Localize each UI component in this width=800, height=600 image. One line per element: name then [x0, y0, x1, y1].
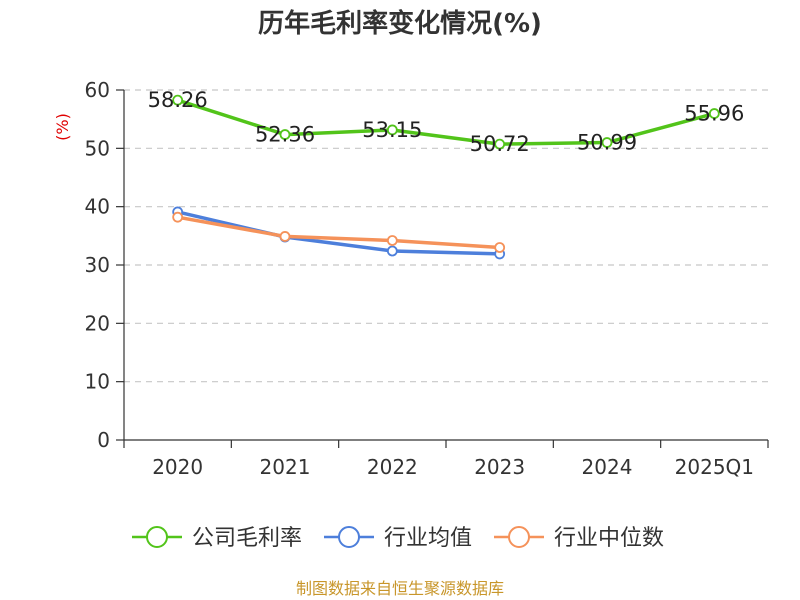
source-note: 制图数据来自恒生聚源数据库 [296, 579, 504, 598]
chart-title: 历年毛利率变化情况(%) [258, 8, 542, 39]
grid [124, 89, 768, 383]
legend-item[interactable]: 公司毛利率 [132, 526, 302, 551]
legend-marker-icon [338, 526, 360, 548]
data-label: 55.96 [684, 102, 744, 126]
y-axis-unit: (%) [53, 113, 72, 141]
x-tick-label: 2022 [367, 455, 418, 479]
y-tick-label: 20 [85, 311, 110, 335]
data-point [494, 242, 506, 253]
series-line [175, 98, 717, 146]
x-tick-label: 2023 [474, 455, 525, 479]
data-point [708, 108, 720, 119]
data-label: 53.15 [362, 118, 422, 142]
data-point [279, 129, 291, 140]
data-label: 58.26 [148, 88, 208, 112]
data-labels: 58.26 52.36 53.15 50.72 50.99 55.96 [148, 88, 745, 156]
axes: 0 10 20 30 40 50 60 2020 2021 2022 2023 2024 2025Q1 [85, 78, 769, 479]
legend-item[interactable]: 行业均值 [324, 526, 472, 551]
y-tick-label: 40 [85, 195, 110, 219]
legend-label: 公司毛利率 [192, 526, 302, 551]
data-point [386, 245, 398, 257]
legend-marker-icon [508, 526, 530, 548]
series [172, 94, 720, 260]
x-tick-label: 2025Q1 [675, 455, 754, 479]
y-tick-label: 0 [97, 428, 110, 452]
data-point [494, 138, 506, 150]
legend-item[interactable]: 行业中位数 [494, 526, 664, 551]
legend-marker-icon [146, 526, 168, 548]
data-label: 50.72 [470, 132, 530, 156]
y-tick-label: 10 [85, 370, 110, 394]
data-label: 50.99 [577, 131, 637, 155]
y-tick-label: 50 [85, 136, 110, 160]
x-tick-label: 2021 [260, 455, 311, 479]
x-tick-label: 2020 [152, 455, 203, 479]
legend-label: 行业中位数 [554, 526, 664, 551]
data-point [601, 137, 613, 148]
x-tick-label: 2024 [582, 455, 633, 479]
y-tick-label: 60 [85, 78, 110, 102]
y-tick-label: 30 [85, 253, 110, 277]
data-point [386, 124, 398, 136]
data-point [279, 231, 291, 242]
series-line [175, 215, 502, 250]
legend: 公司毛利率 行业均值 行业中位数 [132, 526, 664, 551]
data-point [172, 211, 184, 223]
data-label: 52.36 [255, 123, 315, 147]
data-point [386, 235, 398, 246]
series-line [175, 210, 502, 256]
legend-label: 行业均值 [384, 526, 472, 551]
data-point [172, 94, 184, 106]
